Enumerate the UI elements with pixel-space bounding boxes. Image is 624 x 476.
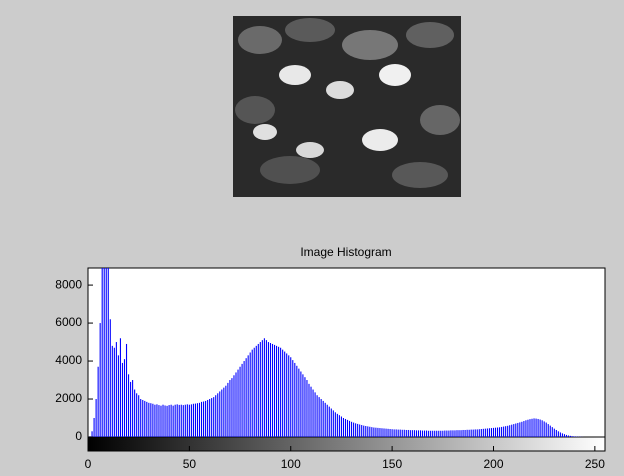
y-tick-label: 4000 [55, 353, 82, 367]
y-tick-label: 8000 [55, 277, 82, 291]
y-tick-label: 0 [75, 429, 82, 443]
x-tick-label: 200 [483, 457, 503, 471]
x-tick-label: 100 [281, 457, 301, 471]
chart-title: Image Histogram [300, 245, 391, 259]
plot-area [87, 267, 606, 438]
x-tick-label: 50 [183, 457, 197, 471]
photo [233, 16, 461, 197]
x-tick-label: 250 [585, 457, 605, 471]
y-tick-label: 2000 [55, 391, 82, 405]
x-tick-label: 150 [382, 457, 402, 471]
y-tick-label: 6000 [55, 315, 82, 329]
colorbar [87, 436, 606, 452]
x-tick-label: 0 [85, 457, 92, 471]
